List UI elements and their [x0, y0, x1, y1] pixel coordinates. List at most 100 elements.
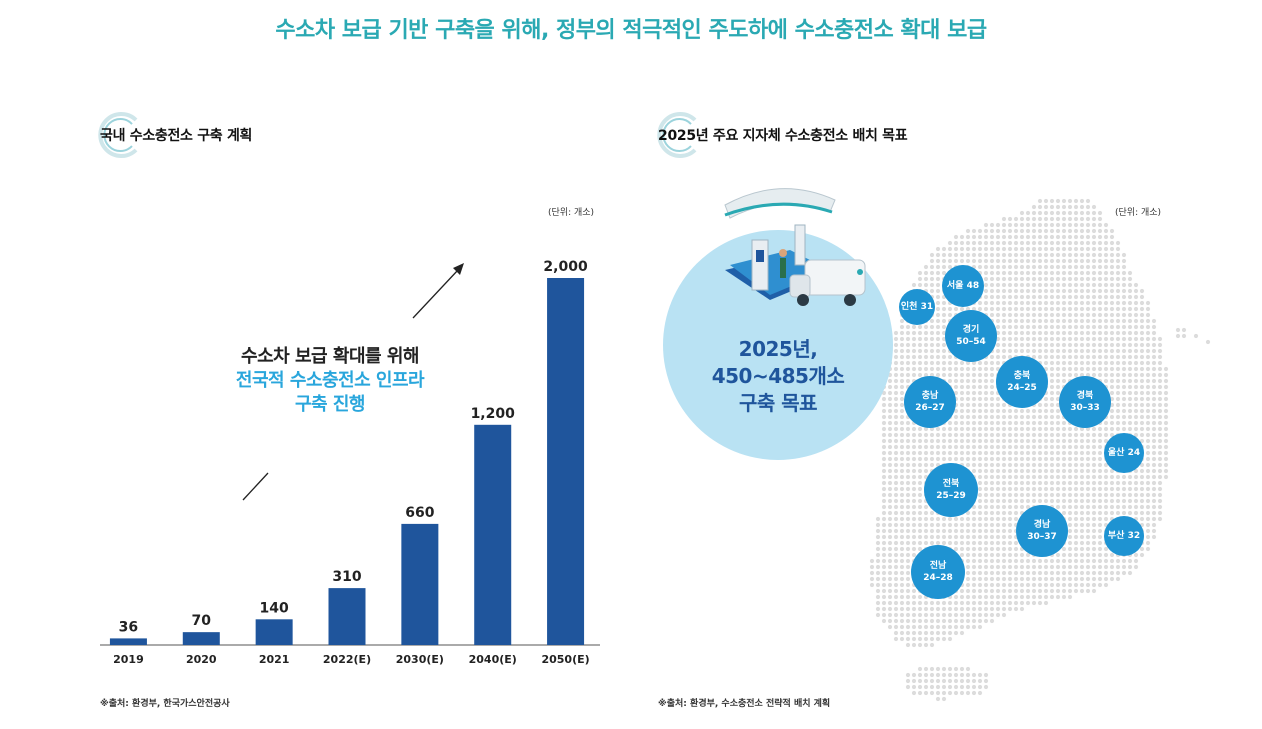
map-dot: [929, 522, 935, 528]
map-dot: [953, 606, 959, 612]
map-dot: [1073, 282, 1079, 288]
map-dot: [1067, 504, 1073, 510]
map-dot: [983, 498, 989, 504]
message-line-1: 수소차 보급 확대를 위해: [241, 346, 419, 367]
map-dot: [1157, 420, 1163, 426]
map-dot: [1007, 504, 1013, 510]
map-dot: [1151, 366, 1157, 372]
map-dot: [941, 444, 947, 450]
map-dot: [1133, 498, 1139, 504]
map-dot: [1007, 552, 1013, 558]
map-dot: [1139, 480, 1145, 486]
map-dot: [887, 492, 893, 498]
map-dot: [935, 432, 941, 438]
map-dot: [1043, 354, 1049, 360]
map-dot: [1085, 534, 1091, 540]
map-dot: [965, 510, 971, 516]
map-dot: [1031, 570, 1037, 576]
map-dot: [983, 558, 989, 564]
map-dot: [917, 618, 923, 624]
map-dot: [1115, 312, 1121, 318]
map-dot: [953, 360, 959, 366]
map-dot: [995, 546, 1001, 552]
map-dot: [1037, 312, 1043, 318]
map-dot: [989, 390, 995, 396]
map-dot: [1091, 318, 1097, 324]
map-dot: [887, 528, 893, 534]
map-dot: [1109, 474, 1115, 480]
map-dot: [1091, 534, 1097, 540]
map-dot: [1061, 498, 1067, 504]
map-dot: [983, 222, 989, 228]
map-dot: [1025, 222, 1031, 228]
map-dot: [959, 528, 965, 534]
map-dot: [1007, 444, 1013, 450]
map-dot: [995, 222, 1001, 228]
map-dot: [1097, 510, 1103, 516]
map-dot: [1019, 270, 1025, 276]
map-dot: [953, 384, 959, 390]
map-dot: [1133, 486, 1139, 492]
map-dot: [1025, 474, 1031, 480]
map-dot: [989, 474, 995, 480]
map-dot: [1097, 210, 1103, 216]
map-dot: [1115, 396, 1121, 402]
map-dot: [977, 414, 983, 420]
map-dot: [1049, 342, 1055, 348]
map-dot: [965, 432, 971, 438]
map-dot: [947, 246, 953, 252]
map-dot: [953, 630, 959, 636]
map-dot: [887, 408, 893, 414]
map-dot: [1001, 600, 1007, 606]
map-dot: [881, 600, 887, 606]
map-dot: [1091, 240, 1097, 246]
map-dot: [965, 420, 971, 426]
map-dot: [1007, 462, 1013, 468]
map-dot: [977, 546, 983, 552]
map-dot: [905, 558, 911, 564]
map-dot: [965, 558, 971, 564]
map-dot: [1097, 258, 1103, 264]
map-dot: [923, 522, 929, 528]
map-dot: [1061, 450, 1067, 456]
map-dot: [1013, 510, 1019, 516]
map-dot: [965, 246, 971, 252]
map-dot: [1163, 474, 1169, 480]
map-dot: [893, 588, 899, 594]
map-dot: [1031, 300, 1037, 306]
map-dot: [1133, 360, 1139, 366]
map-dot: [989, 570, 995, 576]
map-dot: [1127, 318, 1133, 324]
map-dot: [893, 618, 899, 624]
map-dot: [1109, 480, 1115, 486]
map-dot: [1151, 420, 1157, 426]
map-dot: [1013, 246, 1019, 252]
map-dot: [995, 456, 1001, 462]
map-dot: [1013, 330, 1019, 336]
map-dot: [953, 690, 959, 696]
map-dot: [953, 684, 959, 690]
map-dot: [1007, 216, 1013, 222]
map-dot: [1019, 210, 1025, 216]
map-dot: [1085, 522, 1091, 528]
map-dot: [1157, 360, 1163, 366]
map-dot: [905, 474, 911, 480]
map-dot: [1145, 342, 1151, 348]
map-dot: [1085, 528, 1091, 534]
map-dot: [947, 438, 953, 444]
map-dot: [1163, 432, 1169, 438]
map-dot: [1025, 234, 1031, 240]
map-dot: [935, 252, 941, 258]
map-dot: [1079, 516, 1085, 522]
map-dot: [1085, 438, 1091, 444]
map-dot: [983, 570, 989, 576]
map-dot: [959, 390, 965, 396]
map-dot: [917, 462, 923, 468]
map-dot: [965, 582, 971, 588]
map-dot: [869, 558, 875, 564]
map-dot: [899, 630, 905, 636]
map-dot: [1043, 234, 1049, 240]
map-dot: [899, 342, 905, 348]
map-dot: [1061, 318, 1067, 324]
map-dot: [971, 576, 977, 582]
